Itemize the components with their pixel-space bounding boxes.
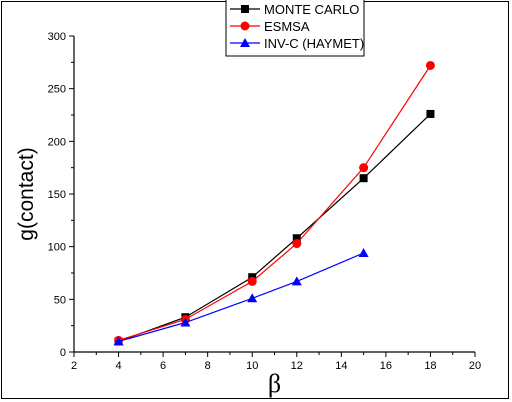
- x-axis-label: β: [268, 369, 281, 398]
- x-tick-label: 6: [160, 360, 166, 372]
- x-tick-label: 18: [424, 360, 436, 372]
- series-layer: [113, 60, 435, 346]
- y-tick-label: 300: [48, 31, 66, 43]
- data-point-circle: [240, 21, 250, 31]
- data-point-square: [426, 109, 435, 118]
- series-1: [114, 60, 435, 345]
- data-point-circle: [425, 60, 435, 70]
- y-tick-label: 0: [60, 347, 66, 359]
- legend-item: INV-C (HAYMET): [230, 36, 364, 51]
- y-axis-label: g(contact): [15, 147, 38, 240]
- legend-label: MONTE CARLO: [264, 2, 359, 17]
- data-point-triangle: [113, 336, 124, 346]
- data-point-triangle: [247, 293, 258, 303]
- series-0: [114, 109, 435, 346]
- legend: MONTE CARLO ESMSA INV-C (HAYMET): [225, 0, 365, 57]
- series-2: [113, 247, 369, 346]
- data-point-square: [241, 5, 249, 13]
- x-tick-label: 2: [71, 360, 77, 372]
- data-point-square: [292, 234, 301, 243]
- x-tick-label: 14: [335, 360, 347, 372]
- legend-item: ESMSA: [230, 19, 310, 34]
- y-tick-label: 150: [48, 189, 66, 201]
- legend-label: INV-C (HAYMET): [264, 36, 364, 51]
- series-line: [118, 65, 431, 341]
- legend-label: ESMSA: [264, 19, 310, 34]
- series-line: [118, 113, 431, 343]
- legend-item: MONTE CARLO: [230, 2, 359, 17]
- data-point-circle: [292, 239, 302, 249]
- x-tick-label: 10: [246, 360, 258, 372]
- data-point-triangle: [180, 317, 191, 327]
- data-point-circle: [359, 163, 369, 173]
- data-point-circle: [247, 276, 257, 286]
- x-tick-label: 8: [205, 360, 211, 372]
- x-tick-label: 20: [469, 360, 481, 372]
- data-point-triangle: [358, 247, 369, 257]
- data-point-triangle: [291, 276, 302, 286]
- x-tick-label: 12: [291, 360, 303, 372]
- y-tick-label: 50: [54, 294, 66, 306]
- y-tick-label: 100: [48, 242, 66, 254]
- data-point-triangle: [240, 38, 250, 47]
- y-tick-label: 250: [48, 84, 66, 96]
- y-tick-label: 200: [48, 136, 66, 148]
- x-tick-label: 16: [380, 360, 392, 372]
- data-point-square: [359, 174, 368, 183]
- x-tick-label: 4: [115, 360, 121, 372]
